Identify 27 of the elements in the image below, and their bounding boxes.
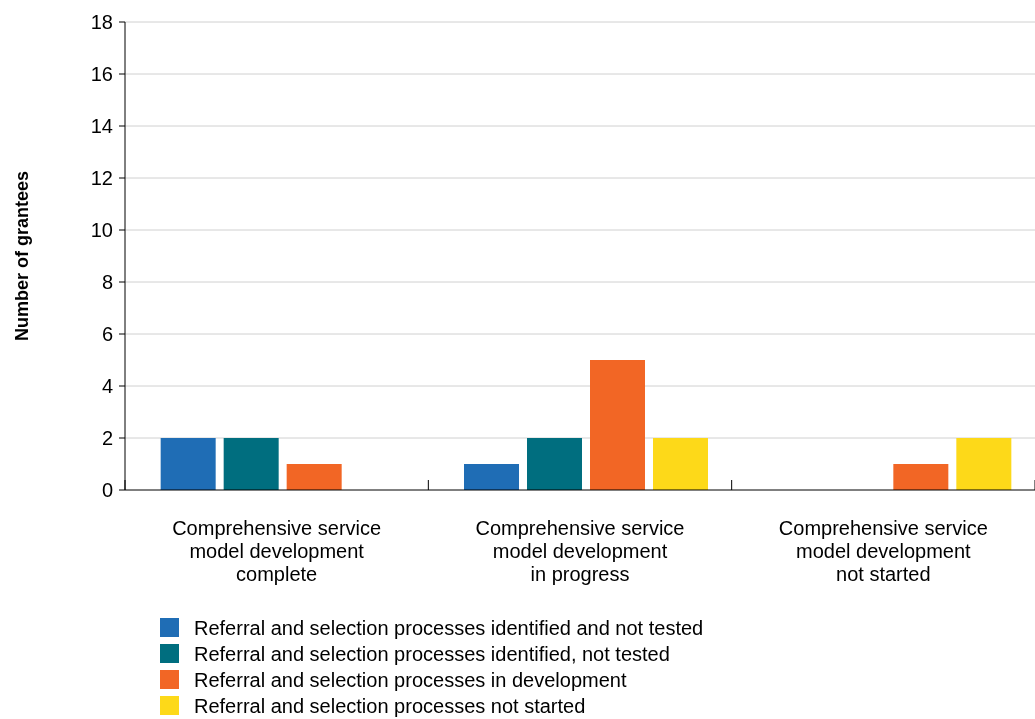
y-tick-label: 2 (101, 427, 113, 449)
y-tick-label: 4 (101, 375, 113, 397)
bar (653, 438, 708, 490)
y-tick-label: 10 (90, 219, 113, 241)
y-tick-label: 0 (101, 479, 113, 501)
y-tick-label: 6 (101, 323, 113, 345)
x-tick-label: Comprehensive service model development complete (172, 517, 382, 585)
legend-label: Referral and selection processes identified, not tested (194, 643, 670, 665)
y-tick-label: 18 (90, 11, 113, 33)
bar (286, 464, 342, 490)
y-axis-title: Number of grantees (12, 170, 32, 342)
y-tick-label: 12 (90, 167, 113, 189)
bar (527, 438, 582, 490)
x-tick-label: Comprehensive service model development not started (778, 517, 988, 585)
bar (464, 464, 519, 490)
legend-label: Referral and selection processes not started (194, 695, 586, 717)
legend-label: Referral and selection processes in development (194, 669, 627, 691)
bar (590, 360, 645, 490)
y-tick-label: 14 (90, 115, 113, 137)
bar (223, 438, 279, 490)
y-tick-label: 16 (90, 63, 113, 85)
bar (893, 464, 949, 490)
x-tick-label: Comprehensive service model development in progress (475, 517, 685, 585)
bar (956, 438, 1012, 490)
y-tick-label: 8 (101, 271, 113, 293)
legend-label: Referral and selection processes identified and not tested (194, 617, 704, 639)
bar (160, 438, 216, 490)
